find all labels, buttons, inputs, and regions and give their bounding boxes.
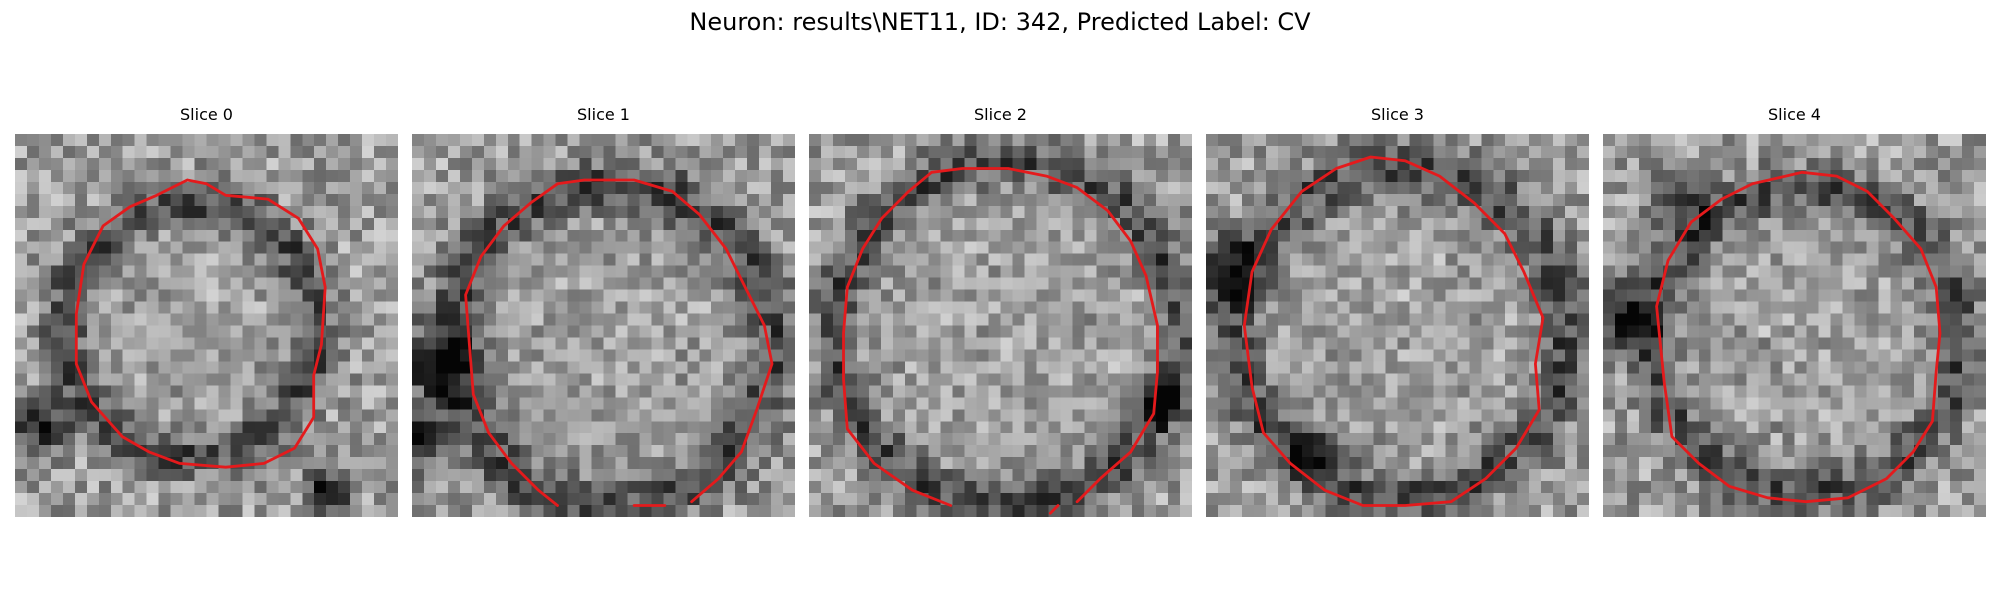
contour-segment-1 [1048,504,1060,515]
slice-image-3 [1206,134,1589,517]
slice-title-3: Slice 3 [1371,105,1424,124]
slice-image-4 [1603,134,1986,517]
pixel-grid [1206,134,1589,517]
contour-segment-0 [1242,155,1545,507]
slice-title-4: Slice 4 [1768,105,1821,124]
pixel-grid [15,134,398,517]
contour-segment-0 [842,167,1159,507]
pixel-grid [809,134,1192,517]
pixel-grid [1603,134,1986,517]
contour-segment-0 [1655,170,1942,504]
slice-title-2: Slice 2 [974,105,1027,124]
slice-image-0 [15,134,398,517]
slice-title-0: Slice 0 [180,105,233,124]
contour-segment-0 [74,178,327,469]
slice-image-2 [809,134,1192,517]
pixel-grid [412,134,795,517]
figure-title: Neuron: results\NET11, ID: 342, Predicte… [689,8,1311,36]
slice-image-1 [412,134,795,517]
slice-title-1: Slice 1 [577,105,630,124]
contour-segment-0 [464,178,774,507]
